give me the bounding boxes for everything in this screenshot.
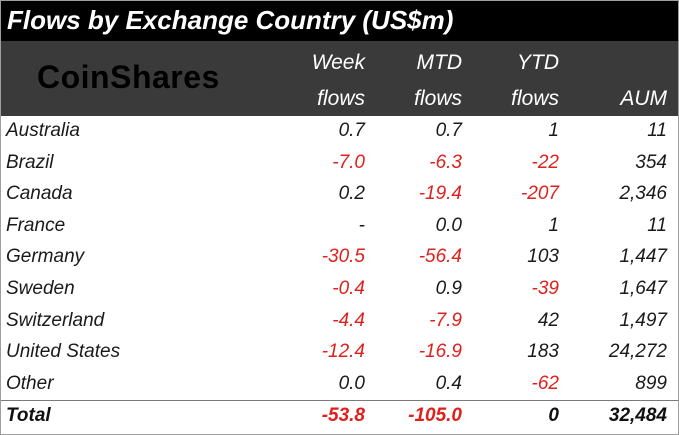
- mtd-flows-value: 0.0: [435, 214, 462, 236]
- country-name: United States: [6, 341, 121, 363]
- week-flows-value: -4.4: [332, 309, 365, 331]
- mtd-flows-value: 0.9: [435, 278, 462, 299]
- aum-value: 2,346: [619, 183, 667, 205]
- ytd-flows-value: 1: [548, 214, 559, 236]
- country-name: France: [6, 214, 66, 236]
- total-label: Total: [6, 405, 51, 426]
- week-flows-value: -0.4: [332, 278, 365, 299]
- header-ytd-line2: flows: [511, 87, 559, 110]
- country-name: Sweden: [6, 278, 75, 299]
- total-week: -53.8: [321, 405, 365, 426]
- mtd-flows-value: 0.7: [435, 120, 462, 141]
- total-row: Total -53.8 -105.0 0 32,484: [1, 400, 678, 434]
- mtd-flows-value: -6.3: [429, 151, 462, 173]
- mtd-flows-value: -7.9: [429, 309, 462, 331]
- mtd-flows-value: -56.4: [418, 246, 462, 268]
- table-row: United States -12.4 -16.9 183 24,272: [1, 337, 678, 369]
- header-mtd-line2: flows: [414, 87, 462, 110]
- table-row: Sweden -0.4 0.9 -39 1,647: [1, 274, 678, 306]
- aum-value: 11: [647, 120, 667, 141]
- table-title: Flows by Exchange Country (US$m): [1, 1, 678, 41]
- total-aum: 32,484: [608, 405, 667, 426]
- table-row: Switzerland -4.4 -7.9 42 1,497: [1, 306, 678, 338]
- header-aum: AUM: [620, 87, 667, 110]
- ytd-flows-value: -62: [531, 372, 559, 394]
- coinshares-logo: CoinShares: [37, 59, 220, 95]
- aum-value: 11: [647, 214, 667, 236]
- country-name: Australia: [6, 120, 80, 141]
- table-row: Other 0.0 0.4 -62 899: [1, 369, 678, 401]
- aum-value: 1,497: [619, 309, 667, 331]
- mtd-flows-value: 0.4: [435, 372, 462, 394]
- header-ytd-line1: YTD: [517, 51, 559, 74]
- week-flows-value: 0.2: [338, 183, 365, 205]
- mtd-flows-value: -16.9: [418, 341, 462, 363]
- week-flows-value: 0.7: [338, 120, 365, 141]
- ytd-flows-value: 103: [527, 246, 559, 268]
- week-flows-value: -7.0: [332, 151, 365, 173]
- ytd-flows-value: -207: [520, 183, 559, 205]
- country-name: Other: [6, 372, 54, 394]
- mtd-flows-value: -19.4: [418, 183, 462, 205]
- aum-value: 1,447: [619, 246, 667, 268]
- week-flows-value: 0.0: [338, 372, 365, 394]
- ytd-flows-value: 1: [548, 120, 559, 141]
- table-row: France -0.0 1 11: [1, 211, 678, 243]
- table-header: CoinShares Week flows MTD flows YTD flow…: [1, 41, 678, 116]
- week-flows-value: -12.4: [321, 341, 365, 363]
- week-flows-value: -: [358, 214, 365, 236]
- total-ytd: 0: [548, 405, 559, 426]
- aum-value: 24,272: [608, 341, 667, 363]
- header-week-line1: Week: [311, 51, 365, 74]
- header-week-line2: flows: [317, 87, 365, 110]
- aum-value: 354: [635, 151, 667, 173]
- ytd-flows-value: 183: [527, 341, 559, 363]
- ytd-flows-value: -22: [531, 151, 559, 173]
- table-row: Canada 0.2 -19.4 -207 2,346: [1, 179, 678, 211]
- ytd-flows-value: -39: [531, 278, 559, 299]
- country-name: Brazil: [6, 151, 54, 173]
- country-name: Switzerland: [6, 309, 105, 331]
- aum-value: 1,647: [619, 278, 667, 299]
- table-row: Australia 0.7 0.7 1 11: [1, 116, 678, 148]
- country-name: Germany: [6, 246, 85, 268]
- country-name: Canada: [6, 183, 73, 205]
- header-mtd-line1: MTD: [416, 51, 463, 74]
- table-row: Germany -30.5 -56.4 103 1,447: [1, 242, 678, 274]
- aum-value: 899: [635, 372, 667, 394]
- table-row: Brazil -7.0 -6.3 -22 354: [1, 148, 678, 180]
- ytd-flows-value: 42: [537, 309, 559, 331]
- week-flows-value: -30.5: [321, 246, 365, 268]
- total-mtd: -105.0: [408, 405, 462, 426]
